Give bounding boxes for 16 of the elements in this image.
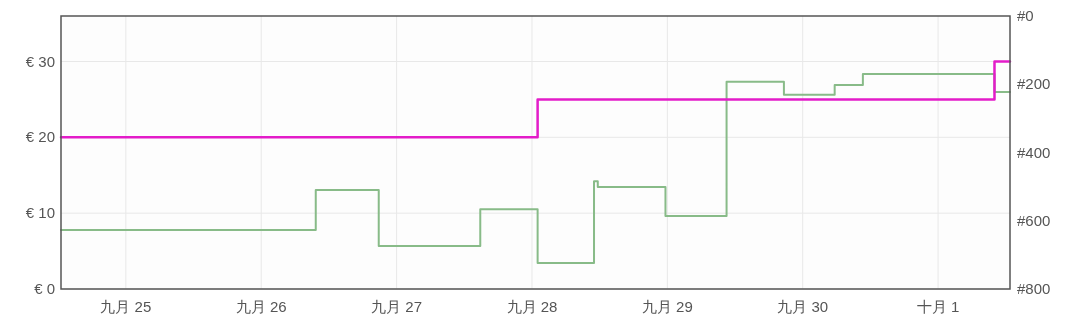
x-tick-label: 九月 30 <box>777 298 829 315</box>
y-tick-label: € 30 <box>25 52 55 70</box>
x-tick-label: 九月 28 <box>506 298 558 315</box>
x-tick-label: 九月 27 <box>371 298 423 315</box>
y-tick-label: € 10 <box>25 204 55 222</box>
x-tick-label: 九月 26 <box>235 298 287 315</box>
x-tick-label: 九月 29 <box>641 298 693 315</box>
y2-tick-label: #600 <box>1017 211 1051 229</box>
y2-tick-label: #400 <box>1017 143 1051 161</box>
x-tick-label: 十月 1 <box>916 298 960 315</box>
y2-tick-label: #200 <box>1017 75 1051 93</box>
x-tick-label: 九月 25 <box>100 298 152 315</box>
y2-tick-label: #0 <box>1017 7 1034 24</box>
y-tick-label: € 20 <box>25 128 55 146</box>
y-tick-label: € 0 <box>34 280 55 297</box>
y2-tick-label: #800 <box>1017 280 1051 297</box>
